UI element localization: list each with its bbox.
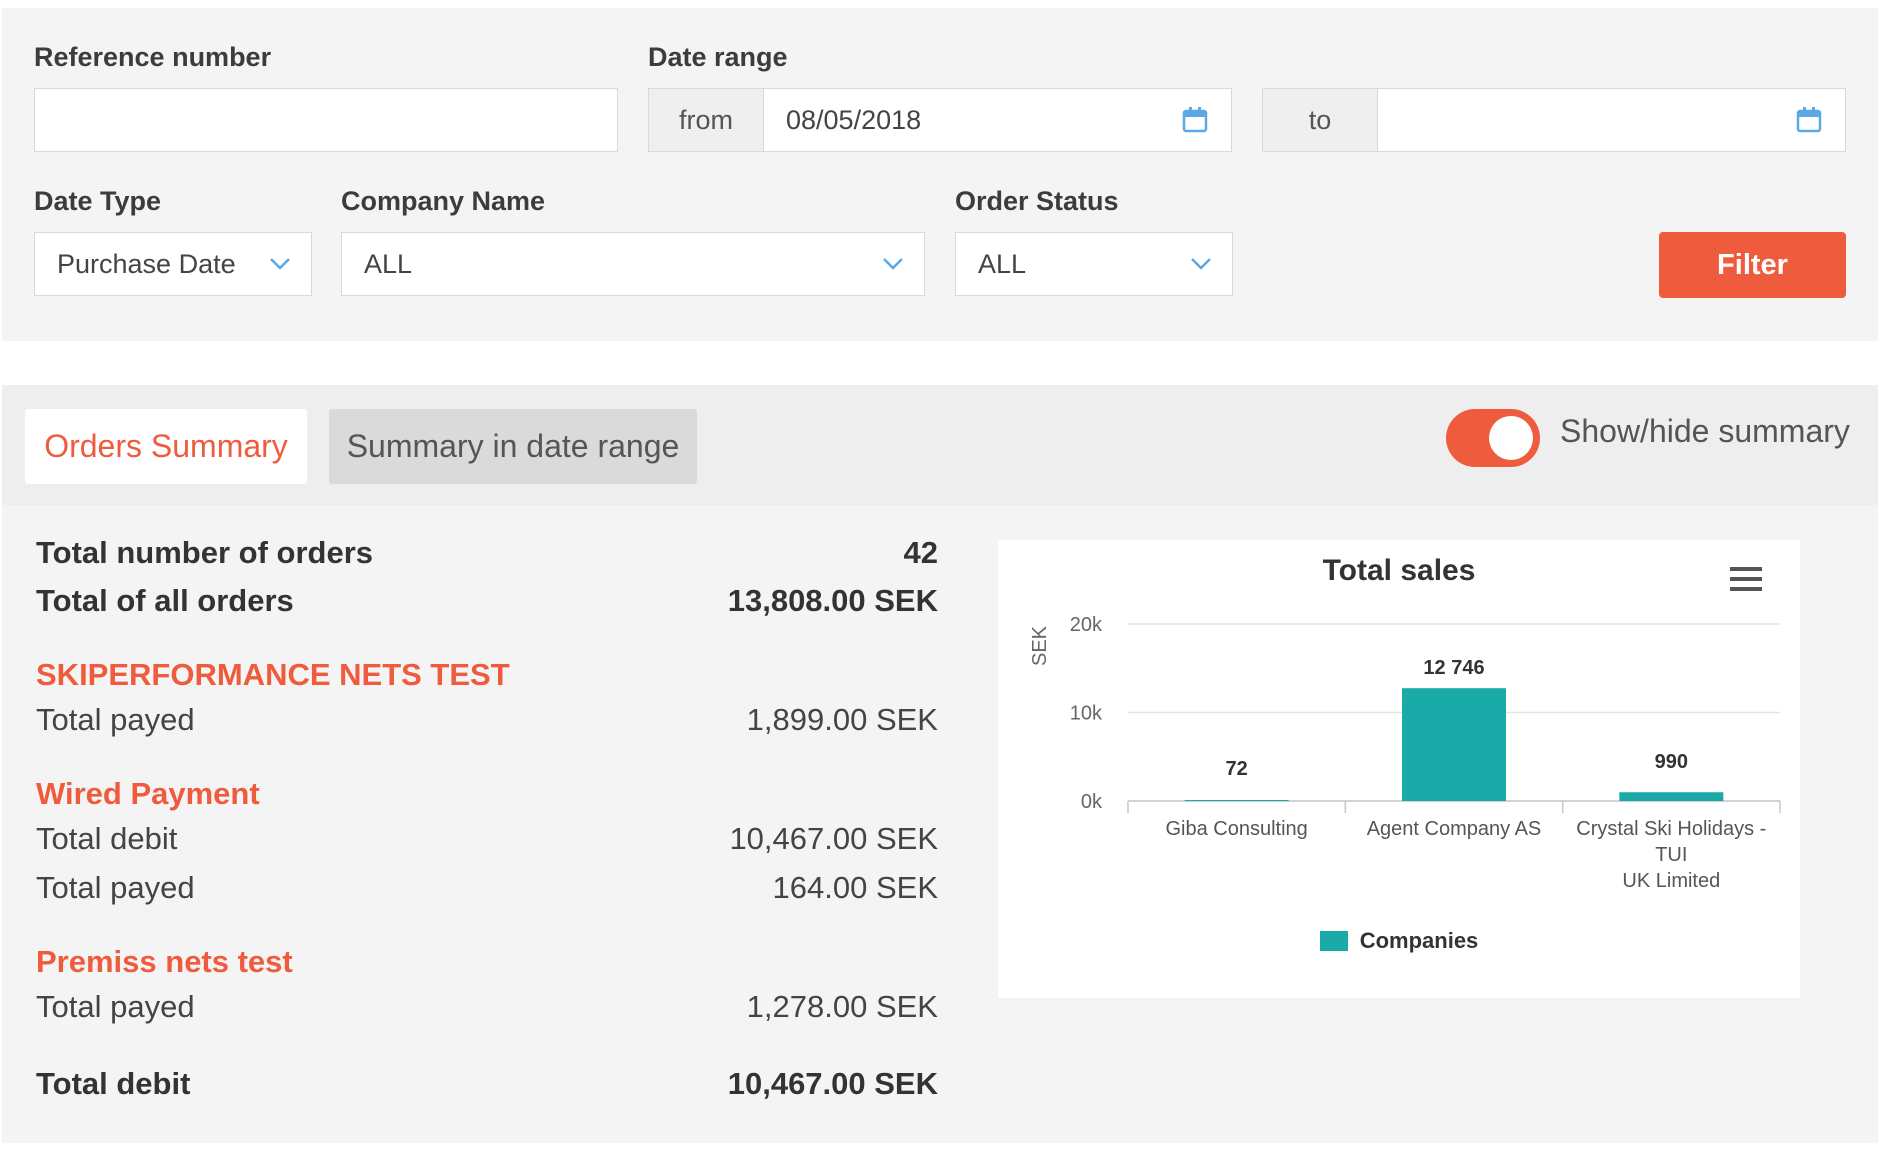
x-tick-label: TUI bbox=[1655, 844, 1687, 866]
company-name-value: ALL bbox=[364, 248, 413, 279]
chart-title: Total sales bbox=[1322, 554, 1476, 587]
reference-number-label: Reference number bbox=[34, 42, 272, 72]
filter-panel: Reference number Date range from 08/05/2… bbox=[2, 8, 1878, 341]
chevron-down-icon bbox=[883, 258, 903, 270]
date-type-select[interactable]: Purchase Date bbox=[34, 232, 312, 296]
total-debit-row: Total debit 10,467.00 SEK bbox=[36, 1066, 938, 1102]
company-name-select[interactable]: ALL bbox=[341, 232, 925, 296]
summary-row-label: Total payed bbox=[36, 702, 195, 737]
legend-swatch bbox=[1319, 931, 1348, 951]
company-name-label: Company Name bbox=[341, 186, 546, 216]
summary-row-label: Total debit bbox=[36, 821, 178, 856]
order-status-value: ALL bbox=[978, 248, 1027, 279]
filter-button[interactable]: Filter bbox=[1659, 232, 1846, 298]
summary-row: Total debit 10,467.00 SEK bbox=[36, 821, 938, 857]
x-tick-label: UK Limited bbox=[1622, 870, 1720, 892]
data-label: 990 bbox=[1655, 751, 1688, 773]
y-tick-label: 20k bbox=[1070, 614, 1103, 636]
summary-row-value: 1,278.00 SEK bbox=[746, 989, 938, 1024]
total-sales-chart: Total sales 0k 10k 20k SEK 72 Giba Consulting… bbox=[998, 540, 1800, 998]
date-from-addon: from bbox=[649, 89, 764, 151]
summary-row-label: Total payed bbox=[36, 989, 195, 1024]
toggle-knob bbox=[1489, 416, 1533, 460]
summary-tabs-bar: Orders Summary Summary in date range Sho… bbox=[2, 385, 1878, 505]
date-type-label: Date Type bbox=[34, 186, 162, 216]
total-all-orders-label: Total of all orders bbox=[36, 583, 294, 618]
bar bbox=[1184, 800, 1289, 801]
total-all-orders-value: 13,808.00 SEK bbox=[727, 583, 938, 618]
section-title: SKIPERFORMANCE NETS TEST bbox=[36, 657, 510, 692]
date-type-value: Purchase Date bbox=[57, 248, 236, 279]
summary-row-value: 164.00 SEK bbox=[772, 870, 938, 905]
summary-row-value: 1,899.00 SEK bbox=[746, 702, 938, 737]
summary-row: Total payed 1,278.00 SEK bbox=[36, 989, 938, 1025]
data-label: 12 746 bbox=[1423, 657, 1484, 679]
x-tick-label: Agent Company AS bbox=[1367, 818, 1542, 840]
bar bbox=[1619, 792, 1724, 801]
y-tick-label: 10k bbox=[1070, 703, 1103, 725]
date-from-field[interactable]: from 08/05/2018 bbox=[648, 88, 1232, 152]
order-status-select[interactable]: ALL bbox=[955, 232, 1233, 296]
summary-row: Total payed 1,899.00 SEK bbox=[36, 702, 938, 738]
section-title: Wired Payment bbox=[36, 776, 260, 811]
chart-plot: 0k 10k 20k SEK 72 Giba Consulting 12 746 Agent … bbox=[1029, 614, 1781, 892]
calendar-icon[interactable] bbox=[1795, 106, 1823, 134]
total-orders-row: Total number of orders 42 bbox=[36, 535, 938, 571]
date-from-value[interactable]: 08/05/2018 bbox=[786, 104, 922, 135]
total-debit-value: 10,467.00 SEK bbox=[727, 1066, 938, 1101]
total-orders-label: Total number of orders bbox=[36, 535, 374, 570]
date-range-label: Date range bbox=[648, 42, 788, 72]
chevron-down-icon bbox=[1191, 258, 1211, 270]
x-tick-label: Giba Consulting bbox=[1166, 818, 1308, 840]
summary-row-value: 10,467.00 SEK bbox=[729, 821, 938, 856]
y-tick-label: 0k bbox=[1081, 791, 1103, 813]
tab-orders-summary[interactable]: Orders Summary bbox=[25, 409, 307, 484]
chevron-down-icon bbox=[270, 258, 290, 270]
total-orders-value: 42 bbox=[903, 535, 938, 570]
data-label: 72 bbox=[1226, 758, 1248, 780]
date-to-addon: to bbox=[1263, 89, 1378, 151]
legend-label[interactable]: Companies bbox=[1359, 928, 1479, 953]
x-tick-label: Crystal Ski Holidays - bbox=[1576, 818, 1766, 840]
toggle-label: Show/hide summary bbox=[1560, 413, 1850, 449]
hamburger-menu-icon[interactable] bbox=[1730, 566, 1762, 592]
calendar-icon[interactable] bbox=[1181, 106, 1209, 134]
summary-row: Total payed 164.00 SEK bbox=[36, 870, 938, 906]
show-hide-summary-toggle[interactable] bbox=[1446, 409, 1540, 467]
summary-row-label: Total payed bbox=[36, 870, 195, 905]
reference-number-input[interactable] bbox=[34, 88, 618, 152]
chart-legend: Companies bbox=[998, 928, 1800, 954]
date-to-field[interactable]: to bbox=[1262, 88, 1846, 152]
total-debit-label: Total debit bbox=[36, 1066, 191, 1101]
total-all-orders-row: Total of all orders 13,808.00 SEK bbox=[36, 583, 938, 619]
section-title: Premiss nets test bbox=[36, 944, 293, 979]
y-axis-title: SEK bbox=[1029, 625, 1051, 666]
tab-summary-in-date-range[interactable]: Summary in date range bbox=[329, 409, 697, 484]
bar bbox=[1402, 688, 1506, 801]
order-status-label: Order Status bbox=[955, 186, 1119, 216]
